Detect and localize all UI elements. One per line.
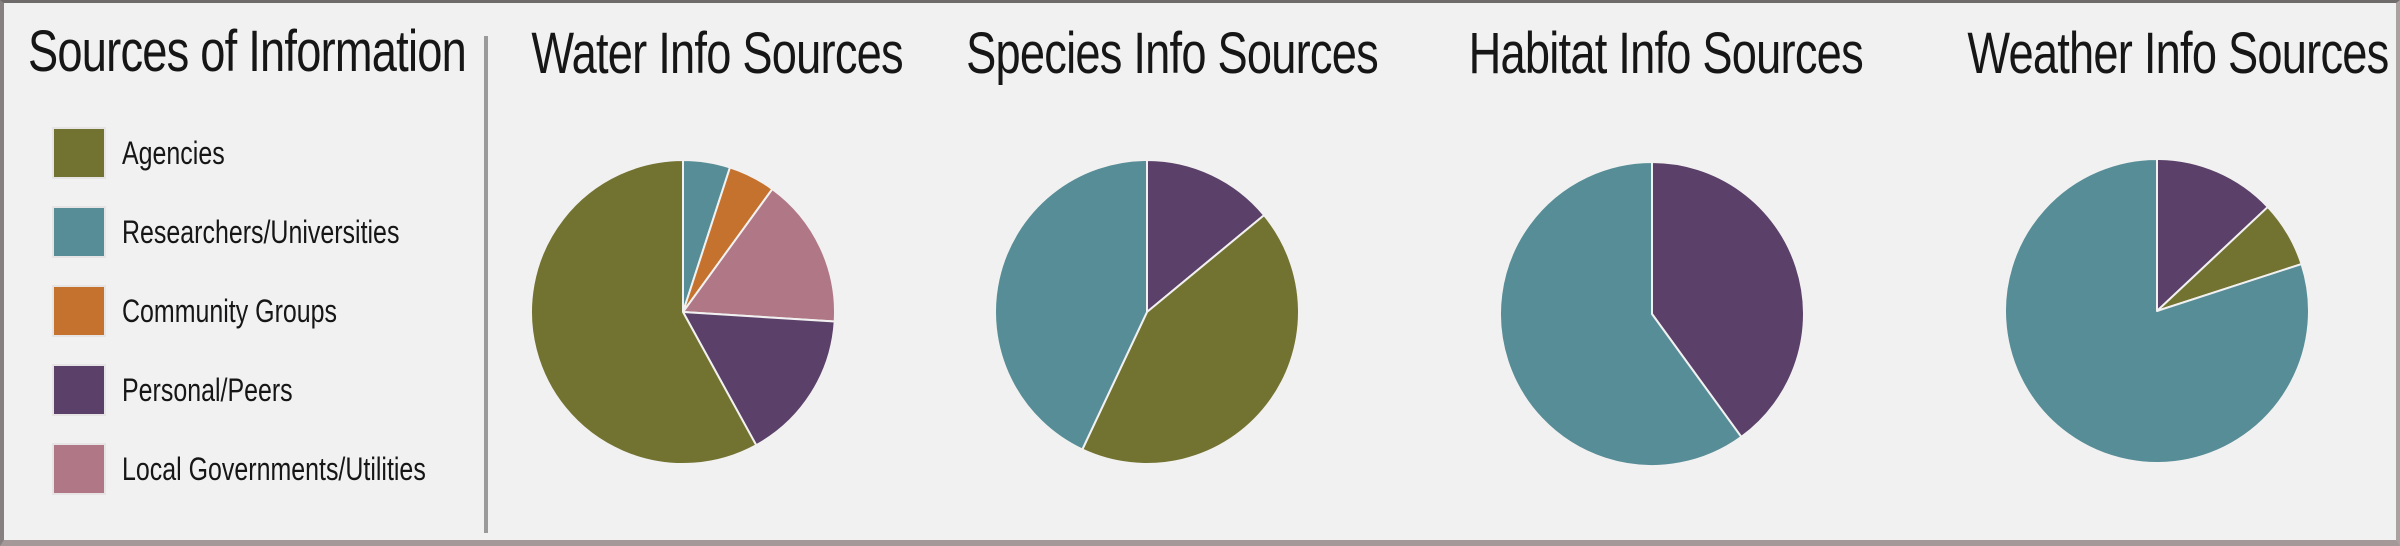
legend-title: Sources of Information [28,19,590,85]
chart-title-water: Water Info Sources [531,21,903,86]
legend-item-agencies: Agencies [52,127,254,179]
legend-swatch-localgov [52,443,106,495]
legend-label: Agencies [122,135,225,171]
legend-swatch-agencies [52,127,106,179]
legend-item-community: Community Groups [52,285,398,337]
legend-label: Researchers/Universities [122,214,400,250]
pie-slice-localgov [682,188,836,323]
chart-title-habitat: Habitat Info Sources [1468,21,1864,86]
pie-slice-personal [2156,158,2269,312]
legend-swatch-researchers [52,206,106,258]
pie-chart-water [530,159,836,465]
legend-title-text: Sources of Information [28,19,467,84]
legend-label: Local Governments/Utilities [122,451,426,487]
pie-chart-habitat [1499,161,1805,467]
legend-label: Community Groups [122,293,337,329]
pie-slice-researchers [1499,161,1743,467]
legend-label: Personal/Peers [122,372,293,408]
pie-slice-personal [1651,161,1805,438]
legend-swatch-personal [52,364,106,416]
pie-slice-personal [682,311,836,447]
chart-title-species: Species Info Sources [966,21,1379,86]
legend-item-researchers: Researchers/Universities [52,206,478,258]
pie-chart-weather [2004,158,2310,464]
pie-slice-researchers [2004,158,2310,464]
pie-slice-researchers [994,159,1148,451]
chart-title-weather: Weather Info Sources [1967,21,2389,86]
legend-item-localgov: Local Governments/Utilities [52,443,511,495]
pie-chart-species [994,159,1300,465]
pie-slice-agencies [1081,214,1300,465]
legend-item-personal: Personal/Peers [52,364,341,416]
pie-slice-agencies [530,159,758,465]
legend-divider [484,36,488,533]
pie-slice-personal [1146,159,1266,313]
legend-swatch-community [52,285,106,337]
